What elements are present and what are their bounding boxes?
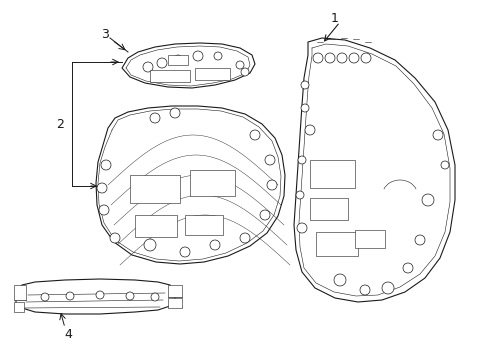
Circle shape: [143, 239, 156, 251]
Circle shape: [110, 233, 120, 243]
Bar: [309, 160, 354, 188]
Circle shape: [301, 104, 308, 112]
Circle shape: [99, 205, 109, 215]
Circle shape: [174, 55, 182, 63]
Circle shape: [260, 210, 269, 220]
Circle shape: [96, 291, 104, 299]
Circle shape: [325, 53, 334, 63]
Circle shape: [150, 113, 160, 123]
Circle shape: [241, 68, 248, 76]
Circle shape: [432, 130, 442, 140]
Circle shape: [348, 53, 358, 63]
Text: 3: 3: [101, 27, 109, 41]
Circle shape: [414, 235, 424, 245]
Circle shape: [312, 53, 323, 63]
Bar: [135, 215, 177, 237]
Circle shape: [209, 240, 220, 250]
Text: 2: 2: [56, 117, 64, 131]
Bar: [168, 298, 182, 308]
Polygon shape: [96, 106, 285, 264]
Polygon shape: [293, 38, 454, 302]
Text: 1: 1: [330, 12, 338, 24]
Circle shape: [402, 263, 412, 273]
Circle shape: [305, 125, 314, 135]
Circle shape: [180, 247, 190, 257]
Circle shape: [333, 274, 346, 286]
Circle shape: [264, 155, 274, 165]
Circle shape: [240, 233, 249, 243]
Circle shape: [101, 160, 111, 170]
Circle shape: [236, 61, 244, 69]
Bar: [184, 215, 223, 235]
Bar: [168, 55, 187, 65]
Circle shape: [41, 293, 49, 301]
Circle shape: [97, 183, 107, 193]
Bar: [130, 175, 180, 203]
Circle shape: [301, 81, 308, 89]
Polygon shape: [16, 279, 175, 314]
Circle shape: [151, 293, 159, 301]
Bar: [14, 285, 26, 300]
Bar: [195, 68, 229, 80]
Circle shape: [381, 282, 393, 294]
Circle shape: [359, 285, 369, 295]
Bar: [150, 70, 190, 82]
Circle shape: [421, 194, 433, 206]
Text: 4: 4: [64, 328, 72, 341]
Circle shape: [249, 130, 260, 140]
Bar: [168, 285, 182, 297]
Bar: [354, 230, 384, 248]
Circle shape: [266, 180, 276, 190]
Circle shape: [214, 52, 222, 60]
Bar: [190, 170, 235, 196]
Circle shape: [297, 156, 305, 164]
Circle shape: [336, 53, 346, 63]
Circle shape: [157, 58, 167, 68]
Circle shape: [360, 53, 370, 63]
Bar: [315, 232, 357, 256]
Circle shape: [142, 62, 153, 72]
Bar: [14, 302, 24, 312]
Polygon shape: [122, 43, 254, 88]
Circle shape: [295, 191, 304, 199]
Circle shape: [440, 161, 448, 169]
Circle shape: [296, 223, 306, 233]
Circle shape: [193, 51, 203, 61]
Bar: [309, 198, 347, 220]
Circle shape: [170, 108, 180, 118]
Circle shape: [126, 292, 134, 300]
Circle shape: [66, 292, 74, 300]
